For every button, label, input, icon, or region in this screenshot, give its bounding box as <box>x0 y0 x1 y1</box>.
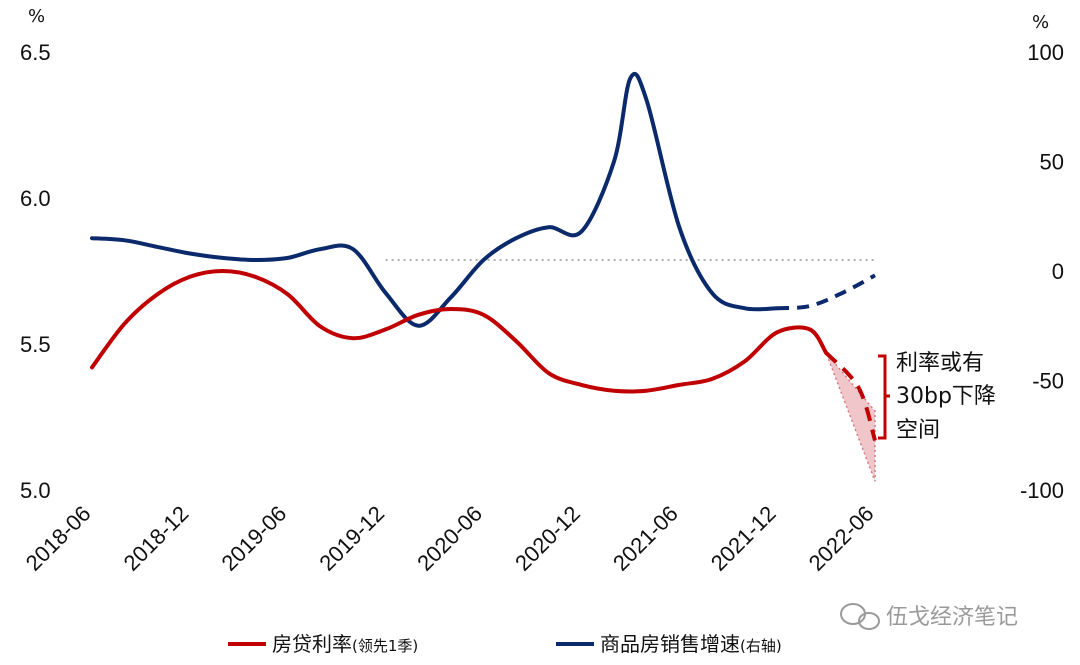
x-tick-label: 2018-06 <box>21 501 96 576</box>
right-tick-label: 0 <box>1052 259 1064 284</box>
x-tick-label: 2022-06 <box>804 501 879 576</box>
x-tick-label: 2021-12 <box>706 501 781 576</box>
left-tick-label: 5.5 <box>20 332 51 357</box>
legend-label-sales-growth: 商品房销售增速(右轴) <box>600 632 782 656</box>
right-tick-label: -100 <box>1020 478 1064 503</box>
x-tick-label: 2019-12 <box>314 501 389 576</box>
rate-forecast-band <box>825 352 876 482</box>
left-axis-ticks: 5.0 5.5 6.0 6.5 <box>20 40 51 503</box>
left-tick-label: 6.0 <box>20 186 51 211</box>
x-axis-ticks: 2018-06 2018-12 2019-06 2019-12 2020-06 2020-… <box>21 501 879 576</box>
x-tick-label: 2019-06 <box>217 501 292 576</box>
watermark-text: 伍戈经济笔记 <box>886 605 1018 630</box>
legend: 房贷利率(领先1季) 商品房销售增速(右轴) <box>228 632 782 656</box>
watermark: 伍戈经济笔记 <box>840 603 1018 630</box>
sales-growth-forecast-line <box>776 273 876 311</box>
x-tick-label: 2020-06 <box>412 501 487 576</box>
legend-label-mortgage-rate: 房贷利率(领先1季) <box>272 632 418 656</box>
annotation-line-1: 利率或有 <box>896 351 984 376</box>
right-tick-label: 50 <box>1040 150 1064 175</box>
left-tick-label: 5.0 <box>20 478 51 503</box>
wechat-icon <box>840 603 880 630</box>
sales-growth-line <box>90 71 780 328</box>
x-tick-label: 2020-12 <box>510 501 585 576</box>
right-axis-ticks: -100 -50 0 50 100 <box>1020 40 1064 503</box>
mortgage-rate-forecast-line <box>824 351 877 441</box>
annotation-line-3: 空间 <box>896 418 940 443</box>
x-tick-label: 2021-06 <box>608 501 683 576</box>
right-axis-unit: % <box>1032 12 1049 33</box>
right-tick-label: -50 <box>1032 369 1064 394</box>
x-tick-label: 2018-12 <box>119 501 194 576</box>
right-tick-label: 100 <box>1027 40 1064 65</box>
left-axis-unit: % <box>28 6 45 27</box>
mortgage-rate-line <box>90 269 829 394</box>
annotation-bracket <box>878 354 890 440</box>
left-tick-label: 6.5 <box>20 40 51 65</box>
annotation-line-2: 30bp下降 <box>896 384 996 409</box>
